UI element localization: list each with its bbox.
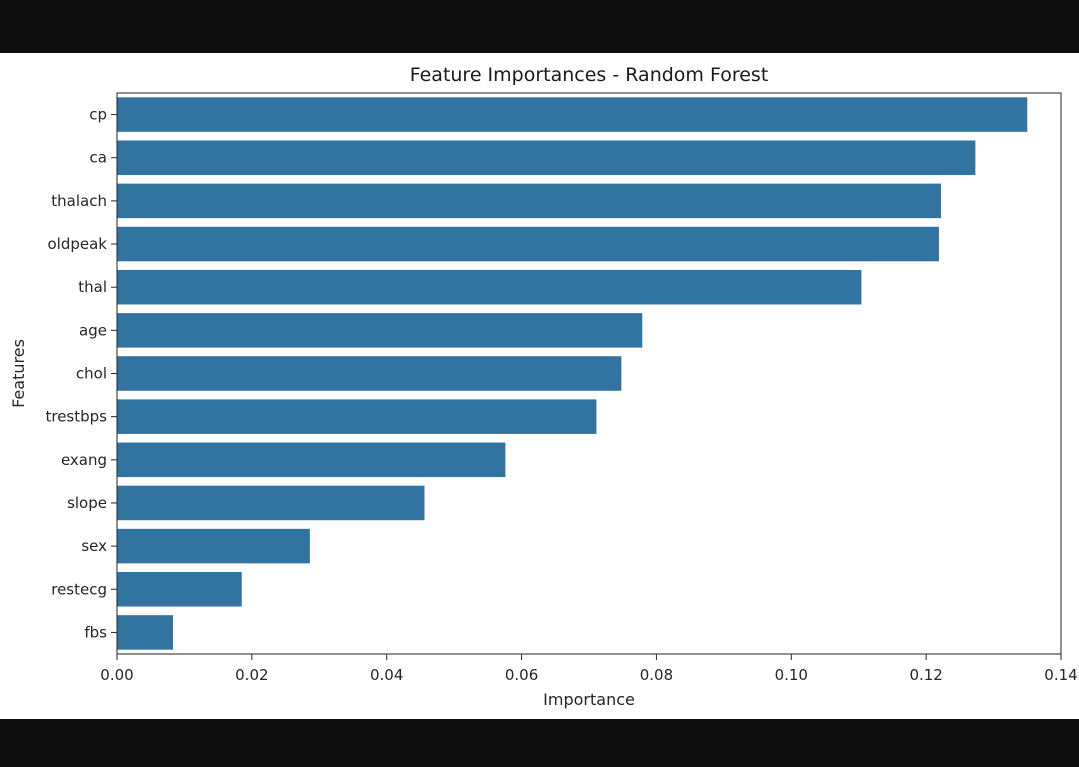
bar-restecg — [117, 572, 242, 607]
y-axis-ticks: cp ca thalach oldpeak thal age chol trestbps exa… — [45, 106, 117, 641]
bar-fbs — [117, 615, 173, 650]
x-tick-label: 0.02 — [235, 666, 268, 684]
bar-oldpeak — [117, 226, 939, 262]
y-tick-label-restecg: restecg — [51, 580, 107, 598]
x-tick-label: 0.14 — [1044, 666, 1077, 684]
bar-exang — [117, 442, 506, 478]
y-tick-label-age: age — [79, 321, 107, 339]
y-tick-label-ca: ca — [90, 149, 107, 167]
x-tick-label: 0.12 — [909, 666, 942, 684]
bar-age — [117, 313, 643, 348]
x-tick-label: 0.00 — [100, 666, 133, 684]
x-axis-ticks: 0.00 0.02 0.04 0.06 0.08 0.10 0.12 0.14 — [100, 654, 1078, 684]
bar-thalach — [117, 183, 941, 219]
y-tick-label-slope: slope — [67, 494, 107, 512]
x-axis-label: Importance — [543, 690, 635, 709]
y-tick-label-exang: exang — [61, 451, 107, 469]
bar-trestbps — [117, 399, 597, 434]
y-tick-label-chol: chol — [76, 365, 107, 383]
y-tick-label-thal: thal — [78, 278, 107, 296]
bars-group — [117, 97, 1028, 650]
bar-cp — [117, 97, 1028, 132]
y-tick-label-fbs: fbs — [84, 623, 107, 641]
x-tick-label: 0.04 — [370, 666, 403, 684]
y-tick-label-trestbps: trestbps — [45, 408, 107, 426]
x-tick-label: 0.06 — [505, 666, 538, 684]
bar-ca — [117, 140, 976, 175]
x-tick-label: 0.08 — [640, 666, 673, 684]
figure-window: Feature Importances - Random Forest cp ca… — [0, 53, 1079, 719]
y-tick-label-sex: sex — [81, 537, 107, 555]
bar-chol — [117, 356, 622, 391]
bar-sex — [117, 528, 310, 564]
y-tick-label-cp: cp — [89, 106, 107, 124]
bar-thal — [117, 269, 862, 305]
x-tick-label: 0.10 — [775, 666, 808, 684]
chart-title: Feature Importances - Random Forest — [410, 64, 769, 86]
y-axis-label: Features — [9, 339, 28, 408]
feature-importance-chart: Feature Importances - Random Forest cp ca… — [9, 64, 1078, 709]
bar-slope — [117, 485, 425, 521]
y-tick-label-oldpeak: oldpeak — [48, 235, 108, 253]
y-tick-label-thalach: thalach — [51, 192, 107, 210]
